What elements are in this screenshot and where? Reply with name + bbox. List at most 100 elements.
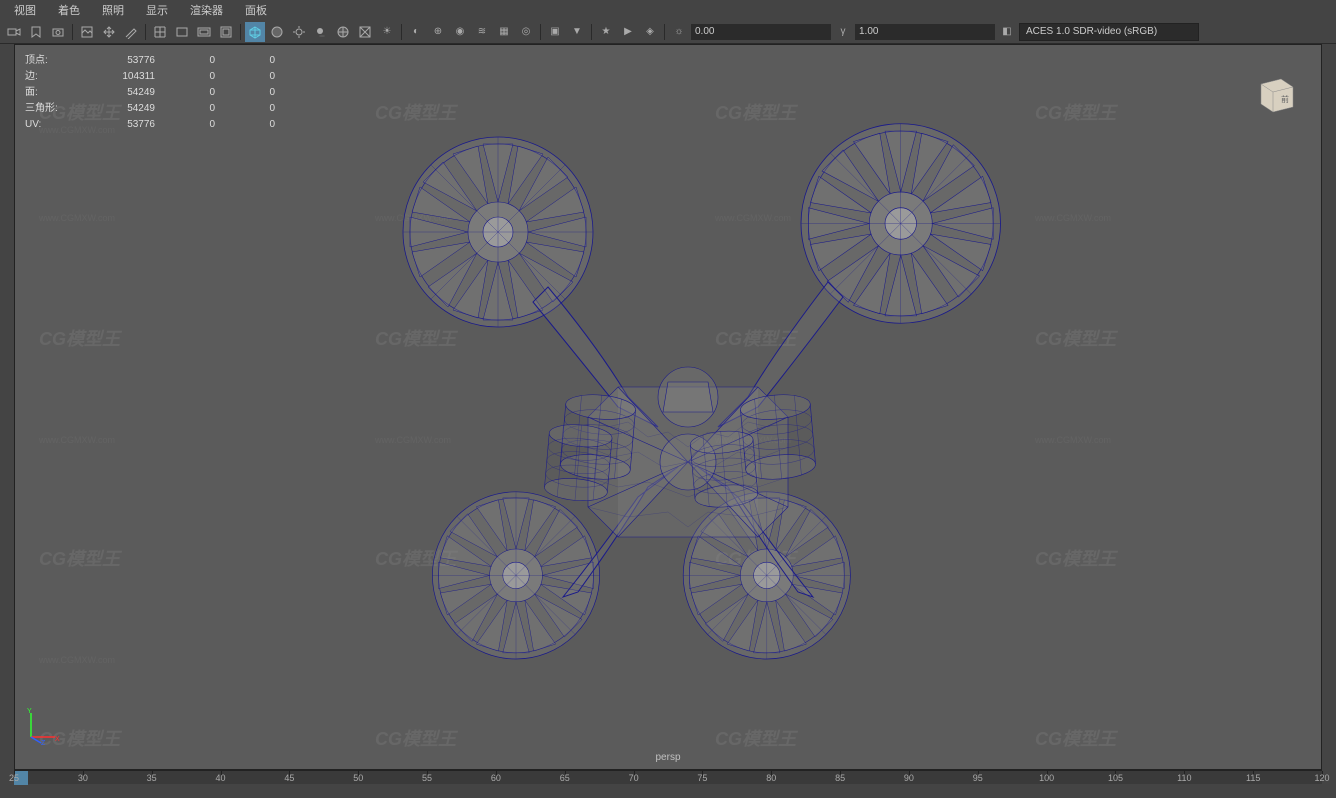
timeline-tick-label: 70 xyxy=(629,773,639,783)
stats-row: 边: 104311 0 0 xyxy=(25,69,275,85)
stats-value: 0 xyxy=(215,53,275,69)
poly-count-hud: 顶点: 53776 0 0 边: 104311 0 0 面: 54249 0 0… xyxy=(15,45,285,141)
watermark: CG模型王 xyxy=(1035,725,1116,751)
stats-label: 顶点: xyxy=(25,53,95,69)
multisample-aa-icon[interactable]: ▦ xyxy=(494,22,514,42)
wireframe-on-shaded-icon[interactable] xyxy=(333,22,353,42)
textured-icon[interactable] xyxy=(355,22,375,42)
timeline-tick-label: 30 xyxy=(78,773,88,783)
stats-value: 54249 xyxy=(95,101,155,117)
menu-display[interactable]: 显示 xyxy=(136,0,178,20)
color-space-dropdown[interactable]: ACES 1.0 SDR-video (sRGB) xyxy=(1019,23,1199,41)
view-cube[interactable]: 前 xyxy=(1251,69,1301,119)
camera-icon[interactable] xyxy=(48,22,68,42)
playblast-icon[interactable]: ▶ xyxy=(618,22,638,42)
screen-space-ao-icon[interactable]: ◉ xyxy=(450,22,470,42)
timeline-tick-label: 105 xyxy=(1108,773,1123,783)
depth-of-field-icon[interactable]: ◎ xyxy=(516,22,536,42)
stats-value: 54249 xyxy=(95,85,155,101)
menu-shading[interactable]: 着色 xyxy=(48,0,90,20)
stats-label: 边: xyxy=(25,69,95,85)
timeline-tick-label: 55 xyxy=(422,773,432,783)
gate-mask-icon[interactable] xyxy=(194,22,214,42)
gamma-field[interactable] xyxy=(855,24,995,40)
select-camera-icon[interactable] xyxy=(4,22,24,42)
menu-renderer[interactable]: 渲染器 xyxy=(180,0,233,20)
viewport-toolbar: ☀ ◐ ⊕ ◉ ≋ ▦ ◎ ▣ ▼ ★ ▶ ◈ ☼ γ ◧ ACES 1.0 S… xyxy=(0,20,1336,44)
timeline-ruler[interactable]: 2530354045505560657075808590951001051101… xyxy=(14,770,1322,784)
watermark-sub: www.CGMXW.com xyxy=(39,435,115,445)
right-strip xyxy=(1322,44,1336,784)
watermark-sub: www.CGMXW.com xyxy=(1035,435,1111,445)
timeline-tick-label: 50 xyxy=(353,773,363,783)
bookmark-icon[interactable] xyxy=(26,22,46,42)
render-icon[interactable]: ◈ xyxy=(640,22,660,42)
wireframe-icon[interactable] xyxy=(245,22,265,42)
menu-view[interactable]: 视图 xyxy=(4,0,46,20)
exposure-field[interactable] xyxy=(691,24,831,40)
watermark: CG模型王 xyxy=(375,725,456,751)
svg-text:X: X xyxy=(55,736,60,743)
timeline-tick-label: 25 xyxy=(9,773,19,783)
timeline-tick-label: 80 xyxy=(766,773,776,783)
show-icon[interactable]: ▼ xyxy=(567,22,587,42)
grease-pencil-icon[interactable] xyxy=(121,22,141,42)
stats-value: 53776 xyxy=(95,53,155,69)
timeline-tick-label: 45 xyxy=(284,773,294,783)
shadows-icon[interactable] xyxy=(311,22,331,42)
bookmarks-icon[interactable]: ★ xyxy=(596,22,616,42)
timeline-tick-label: 95 xyxy=(973,773,983,783)
motion-blur-icon[interactable]: ≋ xyxy=(472,22,492,42)
color-space-label: ACES 1.0 SDR-video (sRGB) xyxy=(1026,26,1157,37)
resolution-gate-icon[interactable] xyxy=(216,22,236,42)
xray-icon[interactable]: ◐ xyxy=(406,22,426,42)
stats-value: 0 xyxy=(155,85,215,101)
svg-text:Z: Z xyxy=(41,740,46,745)
stats-value: 0 xyxy=(215,85,275,101)
stats-value: 0 xyxy=(155,69,215,85)
use-default-light-icon[interactable]: ☀ xyxy=(377,22,397,42)
camera-name-label: persp xyxy=(655,752,680,763)
joint-xray-icon[interactable]: ⊕ xyxy=(428,22,448,42)
2d-pan-icon[interactable] xyxy=(99,22,119,42)
exposure-icon[interactable]: ☼ xyxy=(669,22,689,42)
grid-icon[interactable] xyxy=(150,22,170,42)
stats-value: 0 xyxy=(215,101,275,117)
use-all-lights-icon[interactable] xyxy=(289,22,309,42)
smooth-shade-icon[interactable] xyxy=(267,22,287,42)
image-plane-icon[interactable] xyxy=(77,22,97,42)
film-gate-icon[interactable] xyxy=(172,22,192,42)
stats-label: 面: xyxy=(25,85,95,101)
stats-value: 0 xyxy=(215,69,275,85)
timeline-tick-label: 85 xyxy=(835,773,845,783)
timeline-tick-label: 110 xyxy=(1177,773,1191,783)
view-transform-icon[interactable]: ◧ xyxy=(997,22,1017,42)
stats-label: UV: xyxy=(25,117,95,133)
watermark-sub: www.CGMXW.com xyxy=(39,213,115,223)
gamma-icon[interactable]: γ xyxy=(833,22,853,42)
stats-value: 53776 xyxy=(95,117,155,133)
timeline-tick-label: 65 xyxy=(560,773,570,783)
viewport[interactable]: CG模型王 www.CGMXW.com CG模型王 CG模型王 CG模型王 ww… xyxy=(14,44,1322,770)
timeline-tick-label: 35 xyxy=(147,773,157,783)
stats-value: 0 xyxy=(155,101,215,117)
svg-text:前: 前 xyxy=(1281,94,1289,104)
stats-value: 104311 xyxy=(95,69,155,85)
bottom-strip xyxy=(0,784,1336,798)
stats-row: UV: 53776 0 0 xyxy=(25,117,275,133)
watermark-sub: www.CGMXW.com xyxy=(39,655,115,665)
svg-text:Y: Y xyxy=(27,708,32,715)
model-wireframe xyxy=(318,87,1018,727)
isolate-select-icon[interactable]: ▣ xyxy=(545,22,565,42)
stats-row: 顶点: 53776 0 0 xyxy=(25,53,275,69)
watermark: CG模型王 xyxy=(39,325,120,351)
stats-row: 面: 54249 0 0 xyxy=(25,85,275,101)
time-slider[interactable]: 2530354045505560657075808590951001051101… xyxy=(14,770,1322,784)
menu-panel[interactable]: 面板 xyxy=(235,0,277,20)
timeline-tick-label: 120 xyxy=(1314,773,1329,783)
watermark: CG模型王 xyxy=(1035,325,1116,351)
menu-lighting[interactable]: 照明 xyxy=(92,0,134,20)
timeline-tick-label: 90 xyxy=(904,773,914,783)
menubar: 视图 着色 照明 显示 渲染器 面板 xyxy=(0,0,1336,20)
watermark: CG模型王 xyxy=(39,545,120,571)
